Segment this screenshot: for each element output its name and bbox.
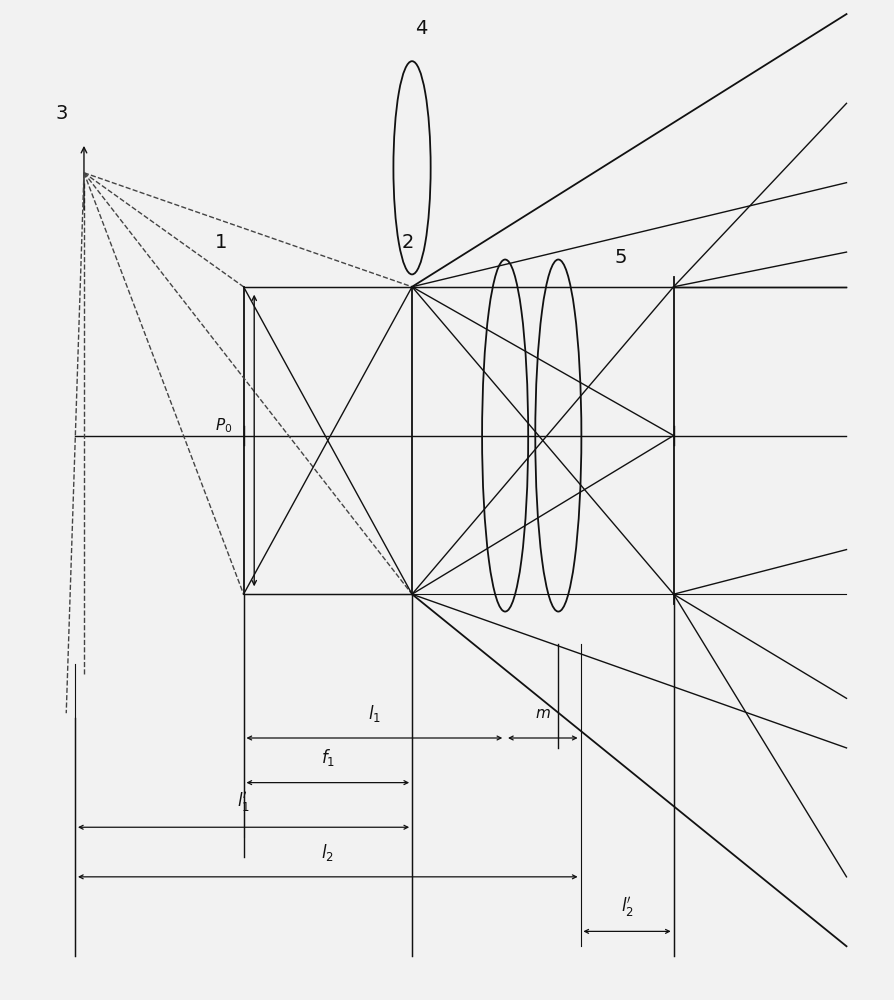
- Text: 5: 5: [613, 248, 626, 267]
- Text: $P_0$: $P_0$: [215, 416, 232, 435]
- Text: $m$: $m$: [535, 706, 550, 721]
- Text: $l_1$: $l_1$: [367, 703, 381, 724]
- Text: 3: 3: [55, 104, 68, 123]
- Text: $f_1$: $f_1$: [320, 747, 334, 768]
- Text: $l_2'$: $l_2'$: [620, 895, 633, 919]
- Text: $l_1'$: $l_1'$: [237, 790, 249, 814]
- Text: $l_2$: $l_2$: [321, 842, 333, 863]
- Text: 2: 2: [401, 233, 413, 252]
- Text: 4: 4: [414, 19, 426, 38]
- Text: 1: 1: [215, 233, 227, 252]
